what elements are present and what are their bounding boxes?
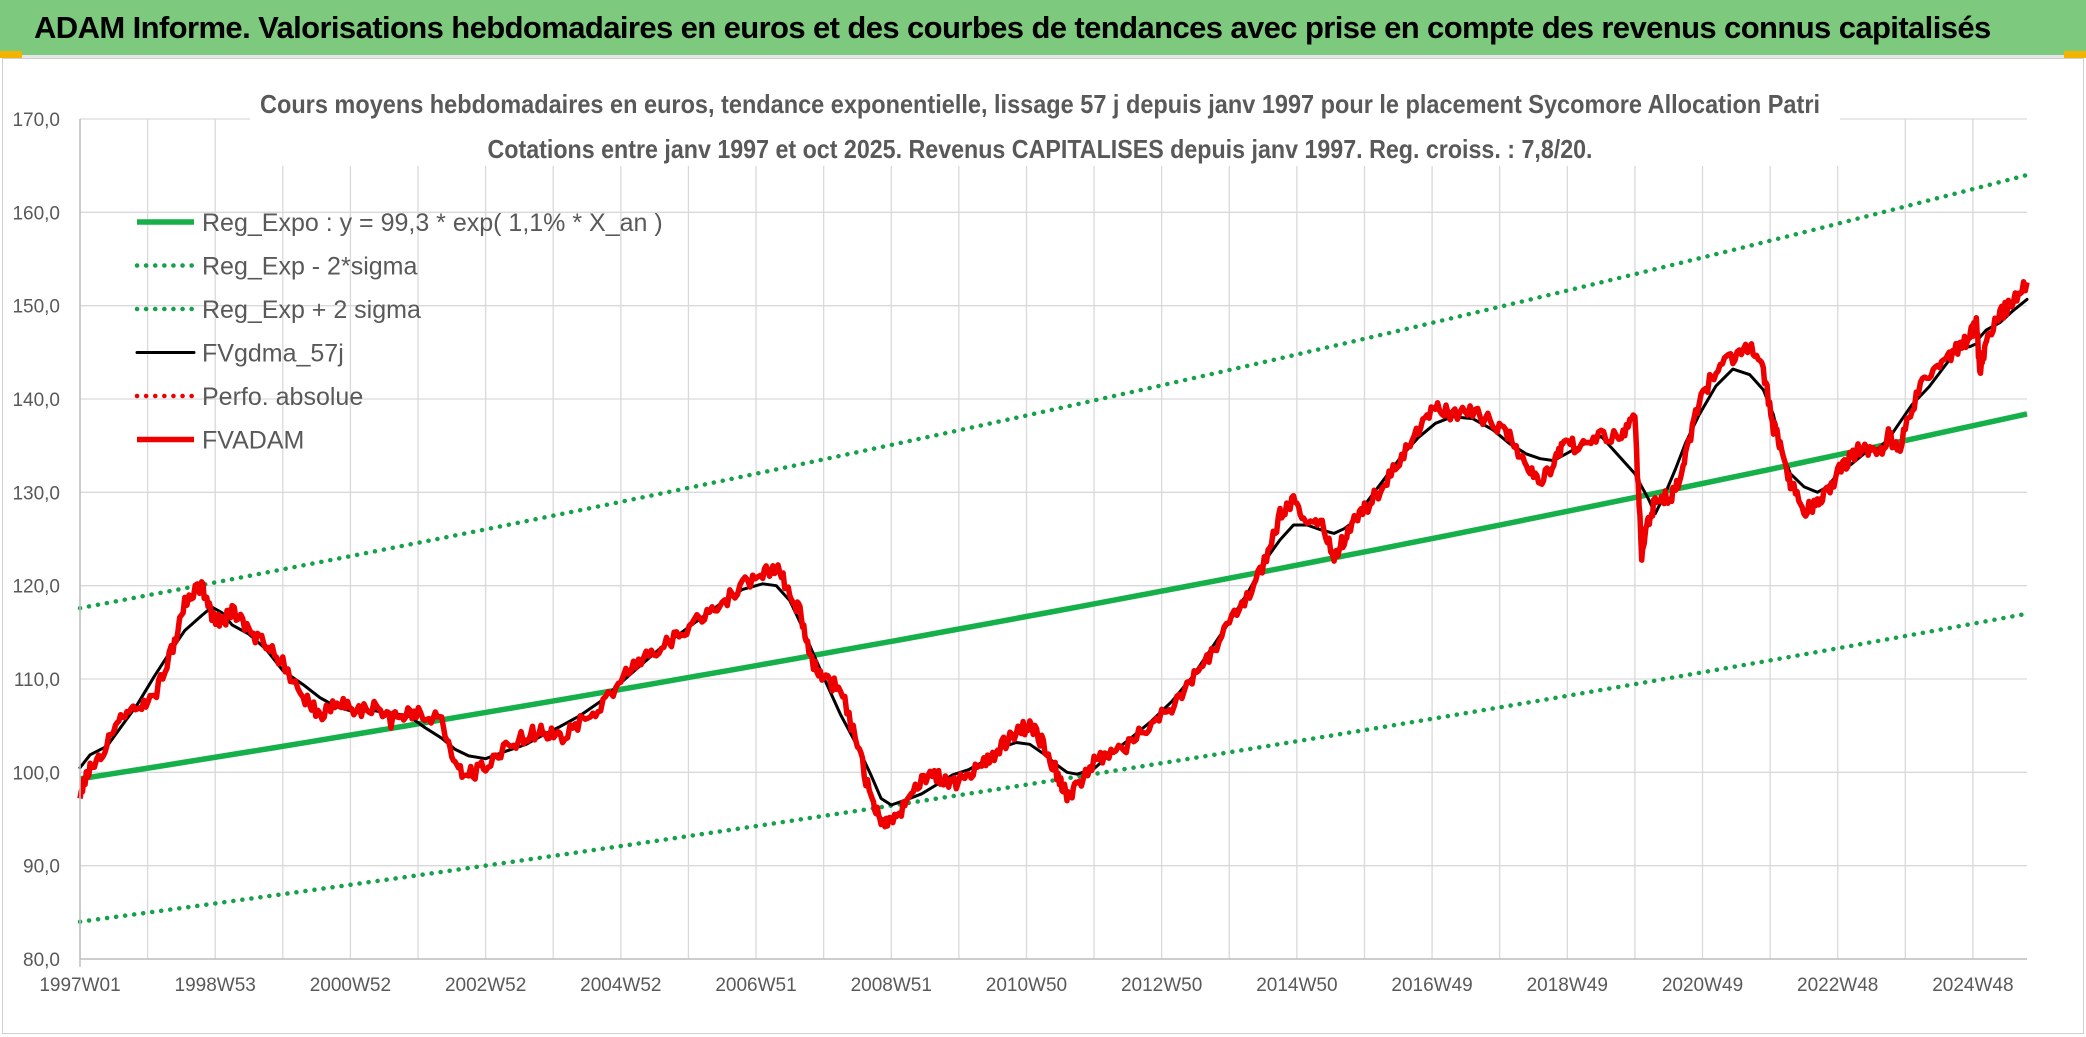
series-line-reg-1: [77, 611, 2030, 924]
corner-accent-right: [2064, 51, 2086, 58]
chart-titles: Cours moyens hebdomadaires en euros, ten…: [250, 84, 1840, 166]
x-tick-label: 2006W51: [715, 975, 796, 996]
x-tick-label: 2016W49: [1391, 975, 1472, 996]
y-tick-label: 80,0: [23, 950, 60, 971]
legend-label: FVgdma_57j: [202, 340, 344, 368]
x-tick-label: 2022W48: [1797, 975, 1878, 996]
legend-label: Reg_Expo : y = 99,3 * exp( 1,1% * X_an ): [202, 209, 663, 237]
y-tick-label: 100,0: [12, 763, 60, 784]
x-tick-label: 2012W50: [1121, 975, 1202, 996]
x-tick-label: 2020W49: [1662, 975, 1743, 996]
x-tick-label: 2004W52: [580, 975, 661, 996]
y-tick-label: 150,0: [12, 297, 60, 318]
series-line-fvadam: [77, 279, 2030, 830]
chart-title: Cours moyens hebdomadaires en euros, ten…: [260, 89, 1820, 119]
y-tick-label: 160,0: [12, 203, 60, 224]
title-backdrop: [250, 84, 1840, 166]
x-tick-label: 1997W01: [39, 975, 120, 996]
legend-label: Reg_Exp - 2*sigma: [202, 253, 417, 281]
chart-grid: [79, 118, 2027, 960]
series-line-reg-0: [79, 411, 2028, 782]
x-tick-label: 1998W53: [175, 975, 256, 996]
y-tick-label: 120,0: [12, 577, 60, 598]
x-tick-label: 2024W48: [1932, 975, 2013, 996]
chart-series: [77, 172, 2030, 924]
x-tick-label: 2000W52: [310, 975, 391, 996]
chart-frame: [2, 58, 2084, 1034]
y-tick-label: 110,0: [14, 670, 60, 691]
legend-label: FVADAM: [202, 427, 304, 455]
y-tick-label: 170,0: [12, 110, 60, 131]
y-tick-label: 90,0: [23, 857, 60, 878]
x-tick-label: 2014W50: [1256, 975, 1337, 996]
y-tick-label: 130,0: [12, 483, 60, 504]
x-tick-label: 2010W50: [986, 975, 1067, 996]
chart-axes: 80,0 90,0 100,0 110,0 120,0 130,0 140,0 150,0 16…: [12, 110, 2027, 996]
chart-legend: Reg_Expo : y = 99,3 * exp( 1,1% * X_an )…: [134, 209, 663, 455]
y-tick-label: 140,0: [12, 390, 60, 411]
x-tick-label: 2002W52: [445, 975, 526, 996]
chart-subtitle: Cotations entre janv 1997 et oct 2025. R…: [488, 134, 1593, 164]
x-tick-label: 2018W49: [1527, 975, 1608, 996]
x-tick-label: 2008W51: [851, 975, 932, 996]
legend-label: Perfo. absolue: [202, 383, 363, 411]
report-title: ADAM Informe. Valorisations hebdomadaire…: [34, 10, 1991, 45]
series-line-reg-2: [77, 172, 2030, 611]
legend-label: Reg_Exp + 2 sigma: [202, 296, 421, 324]
corner-accent-left: [0, 51, 22, 58]
title-banner: ADAM Informe. Valorisations hebdomadaire…: [0, 0, 2086, 58]
